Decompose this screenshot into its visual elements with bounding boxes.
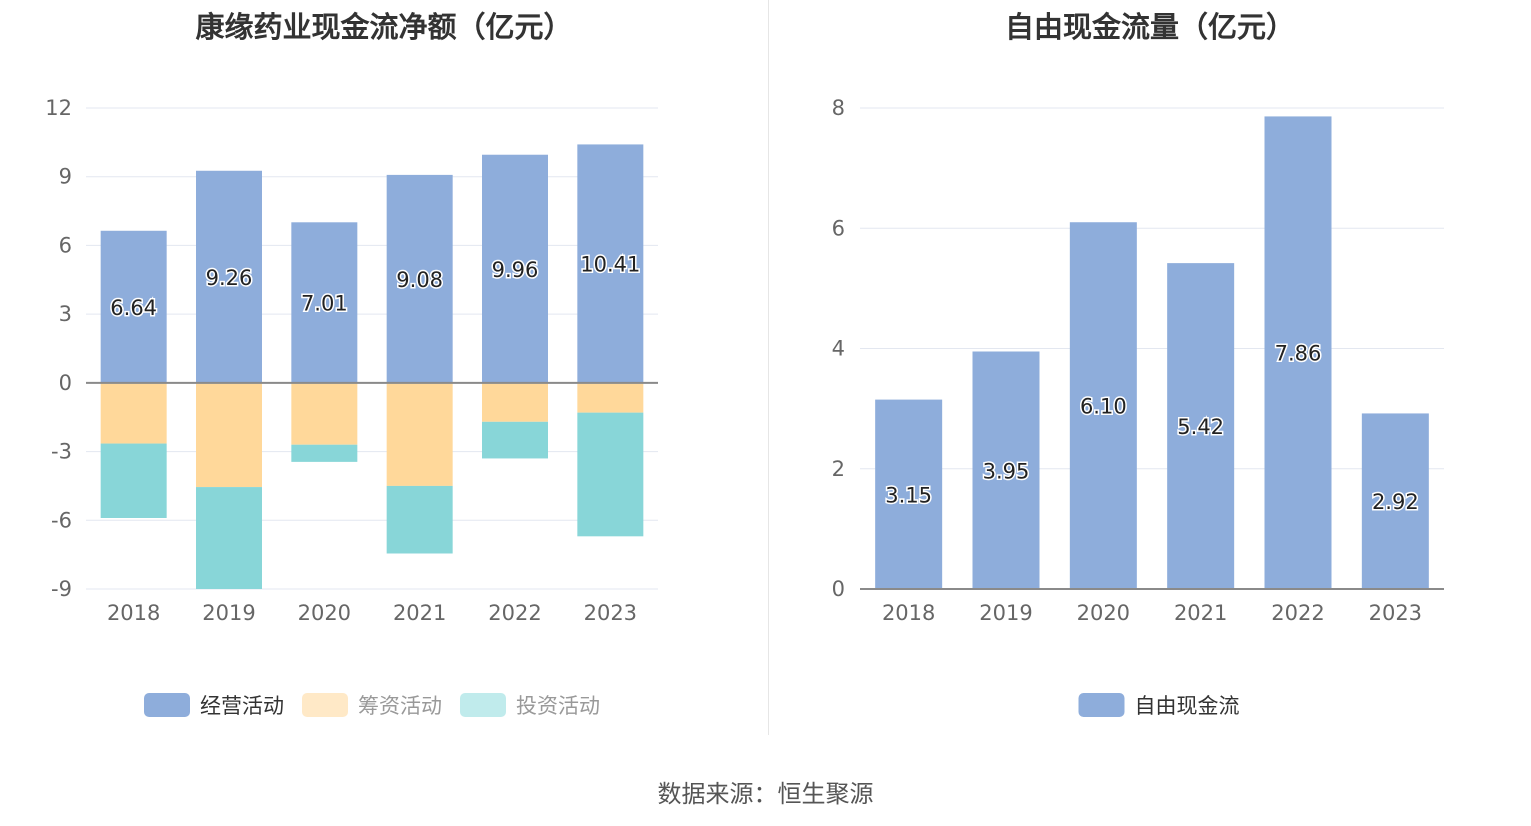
right-chart-title: 自由现金流量（亿元） <box>1004 10 1295 44</box>
right-chart-svg: 8 6 4 2 0 3.15 2018 3.95 2019 6.10 2020 5.42 2021 7.8… <box>832 96 1444 718</box>
y-tick-label: 12 <box>45 96 72 120</box>
y-tick-label: -6 <box>51 508 72 532</box>
y-tick-label: 0 <box>59 371 72 395</box>
bar-2022-1 <box>482 382 548 422</box>
y-tick-label: 9 <box>59 165 72 189</box>
bar-2020-0 <box>291 222 358 383</box>
bar-2022-0 <box>482 154 548 383</box>
y-tick-label: 3 <box>59 302 72 326</box>
data-label-2019: 3.95 <box>983 459 1030 483</box>
data-label-2021: 9.08 <box>396 268 443 292</box>
data-label-2021: 5.42 <box>1177 415 1224 439</box>
bar-2022-2 <box>482 421 548 459</box>
x-tick-label-2020: 2020 <box>1077 601 1130 625</box>
bar-2023-0 <box>1361 413 1429 589</box>
panel-divider <box>768 0 769 735</box>
data-label-2018: 3.15 <box>885 483 932 507</box>
legend-label-0: 经营活动 <box>200 694 284 718</box>
left-chart-svg: 12 9 6 3 0 -3 -6 -9 6.64 2018 9.26 2019 7.01 2020 9.08… <box>45 96 658 718</box>
x-tick-label-2020: 2020 <box>298 601 351 625</box>
data-label-2023: 2.92 <box>1372 490 1419 514</box>
bar-2019-0 <box>196 170 262 383</box>
bar-2018-0 <box>875 399 943 589</box>
x-tick-label-2018: 2018 <box>107 601 160 625</box>
bar-2021-0 <box>1167 263 1235 589</box>
y-tick-label: 0 <box>832 577 845 601</box>
bar-2021-1 <box>386 382 453 486</box>
y-tick-label: -3 <box>51 440 72 464</box>
y-tick-label: 4 <box>832 337 845 361</box>
legend-swatch-0 <box>144 693 190 717</box>
x-tick-label-2019: 2019 <box>202 601 255 625</box>
x-tick-label-2023: 2023 <box>584 601 637 625</box>
bar-2020-0 <box>1069 222 1137 590</box>
bar-2022-0 <box>1264 116 1332 589</box>
bar-2019-0 <box>972 351 1040 589</box>
bar-2021-0 <box>386 174 453 383</box>
x-tick-label-2019: 2019 <box>979 601 1032 625</box>
data-label-2023: 10.41 <box>580 253 640 277</box>
left-chart-title: 康缘药业现金流净额（亿元） <box>195 10 573 44</box>
legend-swatch-1 <box>302 693 348 717</box>
legend-swatch-0 <box>1078 693 1125 717</box>
x-tick-label-2022: 2022 <box>488 601 541 625</box>
data-label-2020: 6.10 <box>1080 395 1127 419</box>
legend-label-0: 自由现金流 <box>1135 694 1240 718</box>
x-tick-label-2021: 2021 <box>393 601 446 625</box>
bar-2018-0 <box>100 230 167 383</box>
bar-2020-2 <box>291 444 358 462</box>
data-label-2022: 9.96 <box>492 258 539 282</box>
data-label-2018: 6.64 <box>110 296 157 320</box>
y-tick-label: 2 <box>832 457 845 481</box>
data-source-note: 数据来源：恒生聚源 <box>657 780 874 808</box>
legend-label-1: 筹资活动 <box>358 694 442 718</box>
x-tick-label-2021: 2021 <box>1174 601 1227 625</box>
bar-2023-0 <box>577 144 644 383</box>
bar-2019-1 <box>196 382 262 488</box>
legend-label-2: 投资活动 <box>516 694 600 718</box>
bar-2018-2 <box>100 443 167 518</box>
legend-swatch-2 <box>460 693 506 717</box>
data-label-2020: 7.01 <box>301 292 348 316</box>
x-tick-label-2023: 2023 <box>1369 601 1422 625</box>
bar-2021-2 <box>386 485 453 554</box>
bar-2023-1 <box>577 382 644 413</box>
bar-2019-2 <box>196 487 262 589</box>
right-chart-panel: 自由现金流量（亿元） 8 6 4 2 0 3.15 2018 3.95 2019 6.10 2020… <box>769 0 1531 740</box>
x-tick-label-2022: 2022 <box>1271 601 1324 625</box>
y-tick-label: 6 <box>832 216 845 240</box>
data-label-2019: 9.26 <box>206 266 253 290</box>
bar-2018-1 <box>100 382 167 444</box>
y-tick-label: 6 <box>59 233 72 257</box>
bar-2020-1 <box>291 382 358 445</box>
x-tick-label-2018: 2018 <box>882 601 935 625</box>
bar-2023-2 <box>577 412 644 537</box>
left-chart-panel: 康缘药业现金流净额（亿元） 12 9 6 3 0 -3 -6 -9 6.64 2018 9.26 20… <box>0 0 768 740</box>
y-tick-label: -9 <box>51 577 72 601</box>
data-label-2022: 7.86 <box>1275 342 1322 366</box>
y-tick-label: 8 <box>832 96 845 120</box>
